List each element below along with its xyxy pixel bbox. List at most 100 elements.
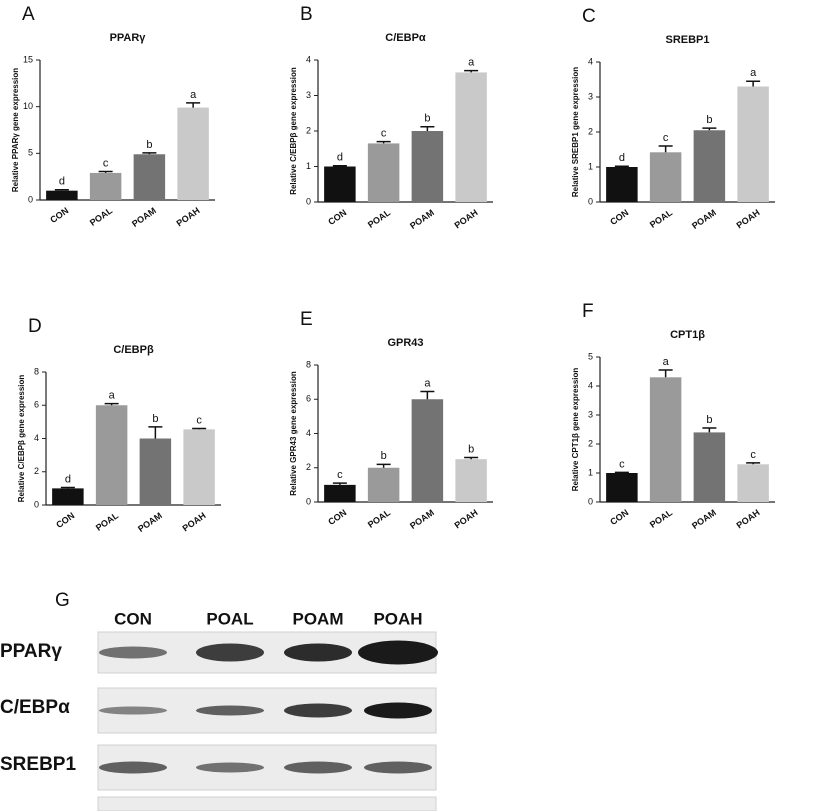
error-bar bbox=[614, 165, 629, 168]
x-tick-label: CON bbox=[54, 510, 76, 530]
blot-band bbox=[358, 640, 438, 665]
lane-label: POAH bbox=[373, 609, 422, 628]
y-axis-label: Relative GPR43 gene expression bbox=[289, 371, 298, 496]
chart-title: PPARγ bbox=[110, 32, 147, 44]
bar bbox=[89, 172, 122, 200]
blot-band bbox=[196, 643, 264, 662]
bar bbox=[95, 405, 128, 505]
blot-band bbox=[99, 646, 167, 659]
error-bar bbox=[420, 125, 435, 131]
x-tick-label: POAL bbox=[648, 507, 675, 530]
y-tick-label: 8 bbox=[34, 366, 39, 376]
x-tick-label: POAM bbox=[130, 205, 158, 229]
y-tick-label: 0 bbox=[34, 499, 39, 509]
x-tick-label: POAH bbox=[181, 510, 208, 533]
x-tick-label: POAM bbox=[690, 207, 718, 231]
y-tick-label: 0 bbox=[306, 196, 311, 206]
panel-label: E bbox=[300, 309, 313, 330]
error-bar bbox=[702, 427, 717, 433]
y-axis-label: Relative PPARγ gene expression bbox=[11, 68, 20, 192]
y-tick-label: 2 bbox=[306, 125, 311, 135]
y-tick-label: 2 bbox=[588, 438, 593, 448]
bar bbox=[177, 107, 209, 200]
lane-label: POAL bbox=[206, 609, 253, 628]
x-tick-label: POAM bbox=[690, 507, 718, 531]
x-tick-label: CON bbox=[608, 207, 630, 227]
significance-letter: a bbox=[750, 67, 757, 79]
blot-band bbox=[364, 761, 432, 774]
y-tick-label: 5 bbox=[28, 148, 33, 158]
blot-row-label: SREBP1 bbox=[0, 754, 76, 775]
bar bbox=[183, 429, 215, 505]
y-tick-label: 0 bbox=[588, 196, 593, 206]
significance-letter: b bbox=[381, 450, 387, 462]
chart-title: C/EBPβ bbox=[113, 344, 154, 356]
significance-letter: a bbox=[190, 89, 197, 101]
y-tick-label: 4 bbox=[588, 56, 593, 66]
lane-label: POAM bbox=[293, 609, 344, 628]
bar bbox=[367, 143, 400, 202]
significance-letter: b bbox=[468, 443, 474, 455]
significance-letter: d bbox=[59, 176, 65, 188]
bar bbox=[411, 399, 444, 502]
blot-band bbox=[99, 761, 167, 774]
error-bar bbox=[746, 462, 761, 465]
bar bbox=[455, 72, 487, 202]
bar bbox=[139, 438, 172, 505]
error-bar bbox=[464, 69, 479, 73]
chart-title: GPR43 bbox=[387, 337, 423, 349]
significance-letter: c bbox=[196, 414, 202, 426]
y-axis-label: Relative C/EBPβ gene expression bbox=[17, 375, 26, 503]
x-tick-label: POAH bbox=[453, 507, 480, 530]
error-bar bbox=[192, 427, 207, 430]
error-bar bbox=[186, 102, 201, 108]
panel-label: C bbox=[582, 6, 596, 27]
blot-band bbox=[196, 705, 264, 716]
x-tick-label: POAL bbox=[88, 205, 115, 228]
y-tick-label: 4 bbox=[306, 54, 311, 64]
panel-label: D bbox=[28, 316, 42, 337]
significance-letter: d bbox=[619, 152, 625, 164]
error-bar bbox=[614, 471, 629, 474]
panel-label: A bbox=[22, 4, 35, 25]
error-bar bbox=[464, 456, 479, 460]
bar bbox=[649, 152, 682, 202]
bar bbox=[411, 131, 444, 202]
y-axis-label: Relative C/EBPβ gene expression bbox=[289, 67, 298, 195]
significance-letter: a bbox=[109, 389, 116, 401]
y-tick-label: 10 bbox=[23, 101, 33, 111]
x-tick-label: POAH bbox=[735, 507, 762, 530]
blot-band bbox=[364, 702, 432, 719]
error-bar bbox=[376, 140, 391, 144]
error-bar bbox=[54, 188, 69, 191]
y-tick-label: 3 bbox=[588, 91, 593, 101]
error-bar bbox=[702, 127, 717, 131]
significance-letter: d bbox=[337, 152, 343, 164]
significance-letter: a bbox=[424, 377, 431, 389]
y-tick-label: 1 bbox=[588, 161, 593, 171]
bar bbox=[324, 166, 356, 202]
error-bar bbox=[60, 486, 75, 489]
bar bbox=[693, 432, 726, 502]
y-tick-label: 3 bbox=[306, 90, 311, 100]
x-tick-label: POAH bbox=[735, 207, 762, 230]
y-tick-label: 1 bbox=[306, 161, 311, 171]
significance-letter: b bbox=[706, 114, 712, 126]
significance-letter: c bbox=[337, 469, 343, 481]
chart-title: C/EBPα bbox=[385, 32, 426, 44]
error-bar bbox=[332, 482, 347, 485]
blot-band bbox=[196, 762, 264, 773]
blot-band bbox=[284, 643, 352, 662]
y-tick-label: 4 bbox=[34, 433, 39, 443]
x-tick-label: POAH bbox=[453, 207, 480, 230]
x-tick-label: POAL bbox=[94, 510, 121, 533]
x-tick-label: POAM bbox=[408, 207, 436, 231]
bar bbox=[52, 488, 84, 505]
lane-label: CON bbox=[114, 609, 152, 628]
significance-letter: c bbox=[663, 132, 669, 144]
y-tick-label: 5 bbox=[588, 351, 593, 361]
chart-title: SREBP1 bbox=[665, 34, 709, 46]
y-tick-label: 2 bbox=[588, 126, 593, 136]
significance-letter: b bbox=[146, 139, 152, 151]
